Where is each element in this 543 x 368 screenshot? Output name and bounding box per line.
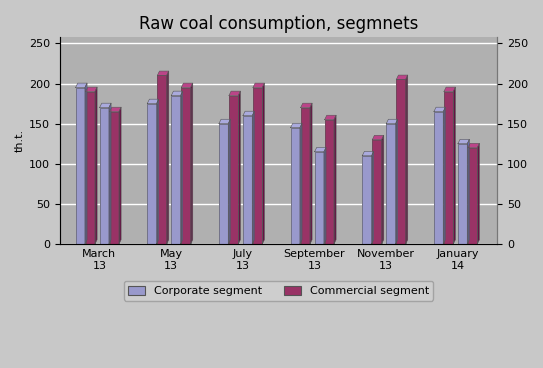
Polygon shape: [252, 111, 255, 244]
Polygon shape: [395, 119, 397, 244]
Polygon shape: [325, 115, 336, 120]
Polygon shape: [109, 103, 111, 244]
Polygon shape: [253, 88, 262, 244]
Polygon shape: [262, 83, 264, 244]
Polygon shape: [362, 156, 371, 244]
Polygon shape: [228, 119, 230, 244]
Polygon shape: [314, 147, 326, 152]
Polygon shape: [86, 92, 95, 244]
Polygon shape: [238, 91, 241, 244]
Polygon shape: [119, 107, 121, 244]
Polygon shape: [147, 103, 156, 244]
Polygon shape: [314, 152, 324, 244]
Polygon shape: [243, 116, 252, 244]
Polygon shape: [444, 87, 456, 92]
Polygon shape: [372, 135, 384, 140]
Polygon shape: [243, 111, 255, 116]
Polygon shape: [157, 71, 169, 75]
Polygon shape: [468, 148, 477, 244]
Polygon shape: [444, 92, 453, 244]
Polygon shape: [310, 103, 312, 244]
Y-axis label: th.t.: th.t.: [15, 129, 25, 152]
Polygon shape: [301, 103, 312, 107]
Polygon shape: [406, 75, 408, 244]
Polygon shape: [157, 75, 167, 244]
Polygon shape: [99, 107, 109, 244]
Polygon shape: [219, 124, 228, 244]
Polygon shape: [386, 124, 395, 244]
Legend: Corporate segment, Commercial segment: Corporate segment, Commercial segment: [124, 281, 433, 301]
Polygon shape: [99, 103, 111, 107]
Polygon shape: [458, 144, 467, 244]
Polygon shape: [291, 128, 300, 244]
Title: Raw coal consumption, segmnets: Raw coal consumption, segmnets: [139, 15, 418, 33]
Polygon shape: [156, 99, 159, 244]
Polygon shape: [110, 112, 119, 244]
Polygon shape: [396, 79, 406, 244]
Polygon shape: [95, 87, 97, 244]
Polygon shape: [362, 151, 374, 156]
Polygon shape: [167, 71, 169, 244]
Polygon shape: [75, 83, 87, 88]
Polygon shape: [291, 123, 302, 128]
Polygon shape: [219, 119, 230, 124]
Polygon shape: [434, 107, 445, 112]
Polygon shape: [458, 139, 469, 144]
Polygon shape: [371, 151, 374, 244]
Polygon shape: [86, 87, 97, 92]
Polygon shape: [443, 107, 445, 244]
Polygon shape: [467, 139, 469, 244]
Polygon shape: [75, 88, 85, 244]
Polygon shape: [110, 107, 121, 112]
Polygon shape: [253, 83, 264, 88]
Polygon shape: [171, 96, 181, 244]
Polygon shape: [477, 143, 479, 244]
Polygon shape: [301, 107, 310, 244]
Polygon shape: [191, 83, 193, 244]
Polygon shape: [300, 123, 302, 244]
Polygon shape: [386, 119, 397, 124]
Polygon shape: [147, 99, 159, 103]
Polygon shape: [396, 75, 408, 79]
Polygon shape: [181, 91, 183, 244]
Polygon shape: [85, 83, 87, 244]
Polygon shape: [453, 87, 456, 244]
Polygon shape: [181, 83, 193, 88]
Polygon shape: [324, 147, 326, 244]
Polygon shape: [181, 88, 191, 244]
Polygon shape: [382, 135, 384, 244]
Polygon shape: [229, 91, 241, 96]
Polygon shape: [334, 115, 336, 244]
Polygon shape: [325, 120, 334, 244]
Polygon shape: [468, 143, 479, 148]
Polygon shape: [372, 140, 382, 244]
Polygon shape: [171, 91, 183, 96]
Polygon shape: [229, 96, 238, 244]
Polygon shape: [434, 112, 443, 244]
